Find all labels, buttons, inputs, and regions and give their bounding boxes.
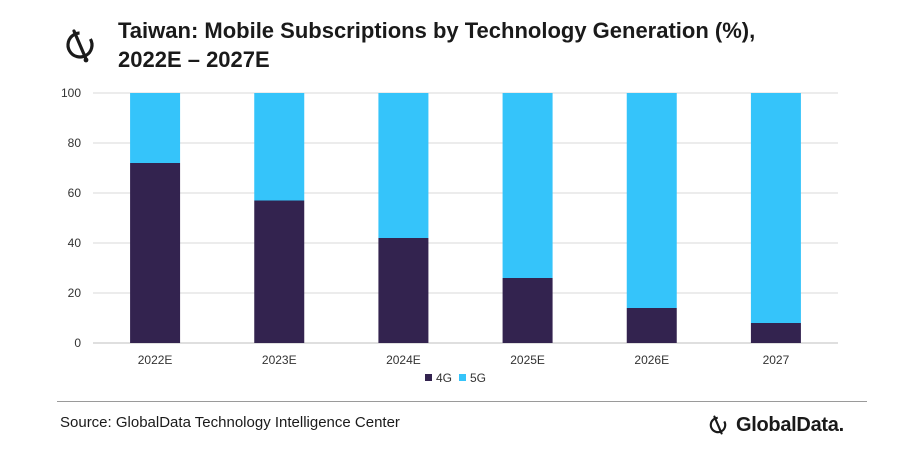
bar-5g-2027 xyxy=(750,93,801,323)
legend-swatch-4g xyxy=(425,374,432,381)
x-axis: 2022E 2023E 2024E 2025E 2026E 2027 xyxy=(138,353,790,367)
bar-4g-2024e xyxy=(378,238,429,343)
x-tick-label: 2026E xyxy=(634,353,669,367)
legend: 4G 5G xyxy=(425,371,486,385)
x-tick-label: 2022E xyxy=(138,353,173,367)
gridlines xyxy=(93,92,838,344)
y-tick-label: 80 xyxy=(68,136,82,150)
y-tick-label: 100 xyxy=(61,86,81,100)
bar-5g-2022e xyxy=(130,93,181,163)
x-tick-label: 2025E xyxy=(510,353,545,367)
bar-4g-2023e xyxy=(254,200,305,343)
bar-4g-2025e xyxy=(502,278,553,343)
y-tick-label: 20 xyxy=(68,286,82,300)
y-tick-label: 40 xyxy=(68,236,82,250)
bar-5g-2025e xyxy=(502,93,553,278)
globaldata-brand: GlobalData. xyxy=(706,408,844,442)
source-note: Source: GlobalData Technology Intelligen… xyxy=(60,414,400,431)
bar-4g-2027 xyxy=(750,323,801,343)
globaldata-brand-icon xyxy=(709,415,727,435)
chart-title: Taiwan: Mobile Subscriptions by Technolo… xyxy=(118,18,756,72)
x-tick-label: 2027 xyxy=(763,353,790,367)
y-tick-label: 0 xyxy=(74,336,81,350)
x-tick-label: 2023E xyxy=(262,353,297,367)
x-tick-label: 2024E xyxy=(386,353,421,367)
globaldata-logo-icon xyxy=(66,29,94,63)
legend-label-4g: 4G xyxy=(436,371,452,385)
y-axis: 0 20 40 60 80 100 xyxy=(61,86,81,350)
footer-divider xyxy=(57,401,867,402)
bar-5g-2026e xyxy=(626,93,677,308)
bars xyxy=(130,93,801,343)
brand-name: GlobalData. xyxy=(736,413,844,436)
bar-5g-2024e xyxy=(378,93,429,238)
y-tick-label: 60 xyxy=(68,186,82,200)
bar-5g-2023e xyxy=(254,93,305,201)
legend-swatch-5g xyxy=(459,374,466,381)
bar-4g-2026e xyxy=(626,308,677,343)
legend-label-5g: 5G xyxy=(470,371,486,385)
bar-4g-2022e xyxy=(130,163,181,343)
